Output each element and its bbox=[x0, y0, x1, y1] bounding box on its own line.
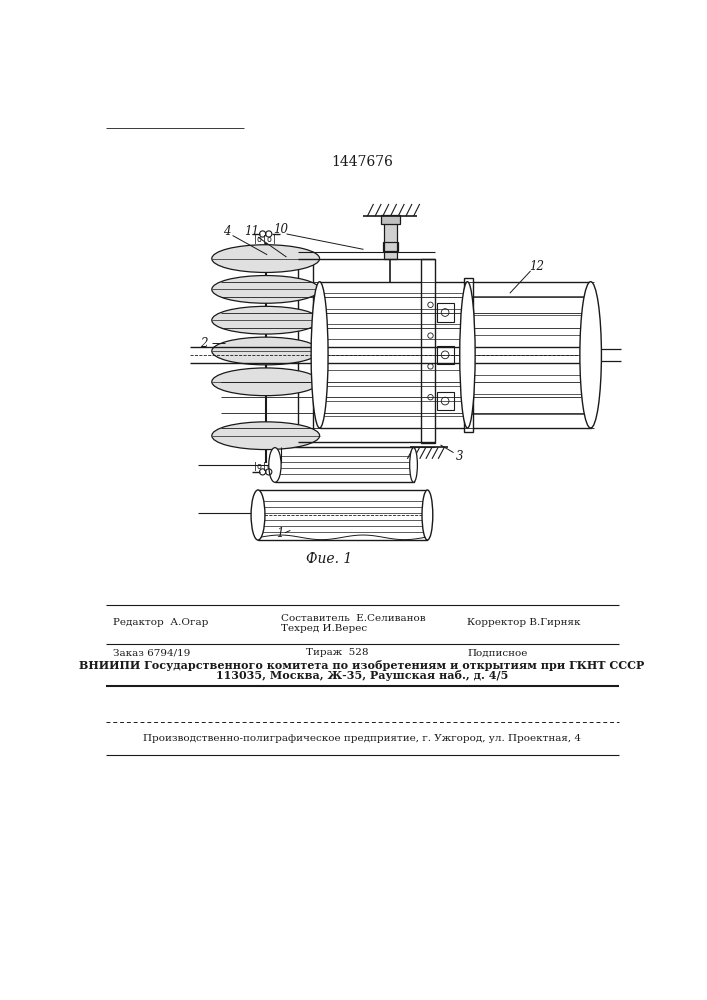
Text: 11: 11 bbox=[245, 225, 259, 238]
Bar bbox=[381, 215, 399, 224]
Text: |o|o|: |o|o| bbox=[253, 462, 278, 471]
Text: Заказ 6794/19: Заказ 6794/19 bbox=[113, 648, 191, 657]
Text: 10: 10 bbox=[274, 223, 288, 236]
Ellipse shape bbox=[212, 337, 320, 365]
Ellipse shape bbox=[269, 448, 281, 482]
Text: 1: 1 bbox=[276, 527, 284, 540]
Text: Техред И.Верес: Техред И.Верес bbox=[281, 624, 367, 633]
Bar bbox=[437, 392, 454, 410]
Ellipse shape bbox=[580, 282, 602, 428]
Bar bbox=[437, 303, 454, 322]
Bar bbox=[464, 278, 473, 432]
Bar bbox=[320, 282, 467, 428]
Text: Тираж  528: Тираж 528 bbox=[305, 648, 368, 657]
Text: Корректор В.Гирняк: Корректор В.Гирняк bbox=[467, 618, 581, 627]
Ellipse shape bbox=[212, 276, 320, 303]
Bar bbox=[385, 220, 397, 259]
Ellipse shape bbox=[251, 490, 265, 540]
Ellipse shape bbox=[212, 306, 320, 334]
Text: Составитель  Е.Селиванов: Составитель Е.Селиванов bbox=[281, 614, 426, 623]
Bar bbox=[437, 346, 454, 364]
Text: Производственно-полиграфическое предприятие, г. Ужгород, ул. Проектная, 4: Производственно-полиграфическое предприя… bbox=[143, 734, 581, 743]
Text: 113035, Москва, Ж-35, Раушская наб., д. 4/5: 113035, Москва, Ж-35, Раушская наб., д. … bbox=[216, 670, 508, 681]
Ellipse shape bbox=[409, 448, 417, 482]
Bar bbox=[275, 447, 414, 482]
Ellipse shape bbox=[311, 282, 328, 428]
Text: 4: 4 bbox=[223, 225, 231, 238]
Ellipse shape bbox=[422, 490, 433, 540]
Bar bbox=[258, 490, 428, 540]
Text: Редактор  А.Огар: Редактор А.Огар bbox=[113, 618, 209, 627]
Text: |o|o|: |o|o| bbox=[253, 235, 278, 244]
Text: 1447676: 1447676 bbox=[331, 155, 393, 169]
Ellipse shape bbox=[212, 368, 320, 396]
Ellipse shape bbox=[212, 245, 320, 272]
Bar bbox=[382, 242, 398, 251]
Text: 12: 12 bbox=[530, 260, 544, 273]
Bar bbox=[421, 259, 435, 443]
Text: Подписное: Подписное bbox=[467, 648, 528, 657]
Ellipse shape bbox=[212, 422, 320, 450]
Text: ВНИИПИ Государственного комитета по изобретениям и открытиям при ГКНТ СССР: ВНИИПИ Государственного комитета по изоб… bbox=[79, 660, 645, 671]
Text: 3: 3 bbox=[456, 450, 464, 463]
Ellipse shape bbox=[460, 282, 475, 428]
Text: 2: 2 bbox=[200, 337, 208, 350]
Bar bbox=[298, 259, 313, 436]
Bar bbox=[467, 282, 590, 428]
Text: Фие. 1: Фие. 1 bbox=[305, 552, 352, 566]
